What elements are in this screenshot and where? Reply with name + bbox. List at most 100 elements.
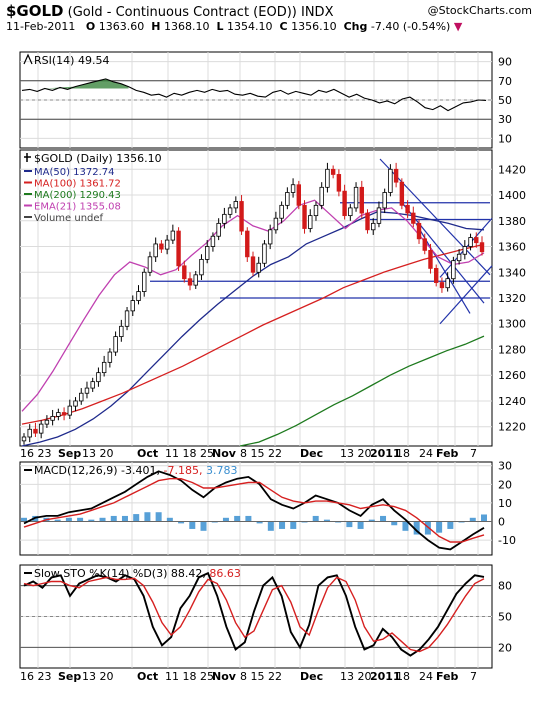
x-axis-label: Feb: [436, 447, 459, 460]
candle-body: [348, 207, 353, 217]
candle-body: [474, 237, 479, 244]
legend-entry: MA(100) 1361.72: [34, 179, 121, 190]
macd-histogram-bar: [391, 521, 398, 526]
chart-title: $GOLD (Gold - Continuous Contract (EOD))…: [6, 2, 333, 20]
price-y-tick-label: 1220: [498, 421, 526, 434]
macd-signal-line: [23, 478, 485, 543]
symbol-description: (Gold - Continuous Contract (EOD)): [67, 5, 297, 20]
macd-histogram-bar: [357, 521, 364, 529]
macd-histogram-bar: [121, 515, 128, 522]
candle-body: [399, 181, 405, 206]
price-y-tick-label: 1280: [498, 343, 526, 356]
close-value: 1356.10: [291, 20, 337, 33]
x-axis-label: 11 18 25: [165, 447, 214, 460]
macd-histogram-bar: [346, 521, 353, 528]
x-axis-label: 16 23: [20, 447, 52, 460]
x-axis-label: 24: [419, 670, 433, 683]
x-axis-label: Oct: [137, 670, 158, 683]
x-axis-label: Sep: [58, 670, 81, 683]
rsi-y-tick-label: 30: [498, 113, 512, 126]
candle-body: [164, 239, 170, 250]
candle-body: [256, 262, 261, 273]
price-y-tick-label: 1320: [498, 292, 526, 305]
sto-title-part: Slow STO %K(14) %D(3): [34, 567, 171, 580]
macd-histogram-bar: [368, 519, 375, 522]
candle-body: [56, 412, 61, 417]
candle-body: [250, 256, 256, 273]
candle-body: [422, 238, 427, 251]
rsi-line: [21, 78, 487, 112]
candle-body: [84, 387, 90, 394]
sto-y-tick-label: 80: [498, 580, 512, 593]
candle-body: [136, 291, 141, 301]
rsi-indicator-icon: [23, 53, 33, 65]
macd-histogram-bar: [65, 517, 72, 522]
candle-body: [353, 186, 359, 209]
candle-body: [239, 201, 244, 232]
exchange: INDX: [301, 5, 334, 20]
quote-date: 11-Feb-2011: [6, 20, 76, 33]
x-axis-label: 11 18 25: [165, 670, 214, 683]
legend-entry: Volume undef: [34, 213, 104, 224]
candle-body: [199, 258, 204, 276]
candle-body: [170, 230, 176, 241]
candle-body: [233, 201, 239, 209]
candle-body: [279, 204, 284, 219]
candle-body: [313, 204, 319, 217]
high-label: H: [151, 20, 161, 33]
candle-body: [267, 229, 273, 245]
candle-body: [456, 253, 462, 262]
macd-histogram-bar: [144, 512, 151, 522]
macd-histogram-bar: [447, 521, 454, 529]
candle-body: [245, 230, 250, 258]
x-axis-label: Oct: [137, 447, 158, 460]
candle-body: [176, 230, 181, 267]
x-axis-label: Sep: [58, 447, 81, 460]
macd-title: MACD(12,26,9) -3.401, -7.185, 3.783: [34, 464, 237, 477]
macd-histogram-bar: [413, 521, 420, 535]
price-title: $GOLD (Daily) 1356.10: [34, 152, 162, 165]
candle-body: [376, 207, 382, 224]
candle-body: [182, 265, 187, 280]
price-y-tick-label: 1300: [498, 318, 526, 331]
macd-histogram-bar: [166, 517, 173, 522]
candle-body: [61, 412, 67, 416]
symbol: $GOLD: [6, 2, 64, 20]
candle-body: [365, 212, 370, 231]
rsi-y-tick-label: 50: [498, 94, 512, 107]
macd-histogram-bar: [200, 521, 207, 531]
price-y-tick-label: 1400: [498, 189, 526, 202]
macd-y-tick-label: 10: [498, 497, 512, 510]
x-axis-label: 7: [470, 670, 477, 683]
down-arrow-icon: ▼: [453, 20, 463, 33]
price-channel-line: [439, 265, 493, 325]
candle-body: [382, 192, 387, 209]
candle-body: [302, 204, 307, 229]
candle-body: [227, 207, 233, 215]
candle-body: [371, 222, 376, 231]
macd-histogram-bar: [436, 521, 443, 533]
macd-title-part: -3.401,: [121, 464, 163, 477]
candle-body: [107, 351, 113, 363]
candle-body: [90, 381, 95, 389]
candle-body: [319, 186, 324, 206]
macd-histogram-bar: [245, 515, 252, 522]
sto-y-tick-label: 20: [498, 641, 512, 654]
price-y-tick-label: 1420: [498, 163, 526, 176]
x-axis-label: 24: [419, 447, 433, 460]
macd-y-tick-label: 20: [498, 478, 512, 491]
macd-histogram-bar: [234, 515, 241, 522]
macd-histogram-bar: [133, 514, 140, 522]
candle-body: [50, 415, 55, 421]
candle-body: [428, 249, 433, 269]
open-value: 1363.60: [98, 20, 145, 33]
candle-body: [262, 243, 267, 264]
candle-body: [73, 400, 78, 407]
legend-entry: MA(200) 1290.43: [34, 190, 121, 201]
x-axis-label: 8 15 22: [240, 670, 282, 683]
rsi-y-tick-label: 10: [498, 132, 512, 145]
macd-histogram-bar: [21, 517, 27, 522]
macd-histogram-bar: [256, 521, 263, 524]
x-axis-label: Nov: [212, 670, 237, 683]
